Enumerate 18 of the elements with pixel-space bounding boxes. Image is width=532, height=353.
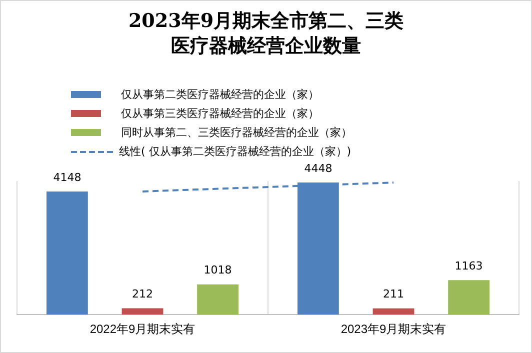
data-label: 211 [383,288,404,301]
legend-label: 仅从事第三类医疗器械经营的企业（家） [121,106,319,121]
legend-label: 同时从事第二、三类医疗器械经营的企业（家） [121,125,352,140]
data-label: 1163 [454,259,483,272]
data-label: 4448 [304,162,332,175]
bar [448,280,490,315]
bar [46,191,88,315]
bar [197,284,239,315]
legend-label: 线性( 仅从事第二类医疗器械经营的企业（家）) [119,144,352,159]
chart-title: 2023年9月期末全市第二、三类医疗器械经营企业数量 [127,9,405,59]
data-label: 212 [132,288,153,301]
bar [122,308,164,315]
bar [372,308,414,315]
legend-label: 仅从事第二类医疗器械经营的企业（家） [121,87,319,102]
x-tick-label: 2023年9月期末实有 [340,322,446,336]
data-label: 4148 [53,170,82,184]
x-tick-label: 2022年9月期末实有 [90,322,196,336]
data-label: 1018 [204,264,232,277]
